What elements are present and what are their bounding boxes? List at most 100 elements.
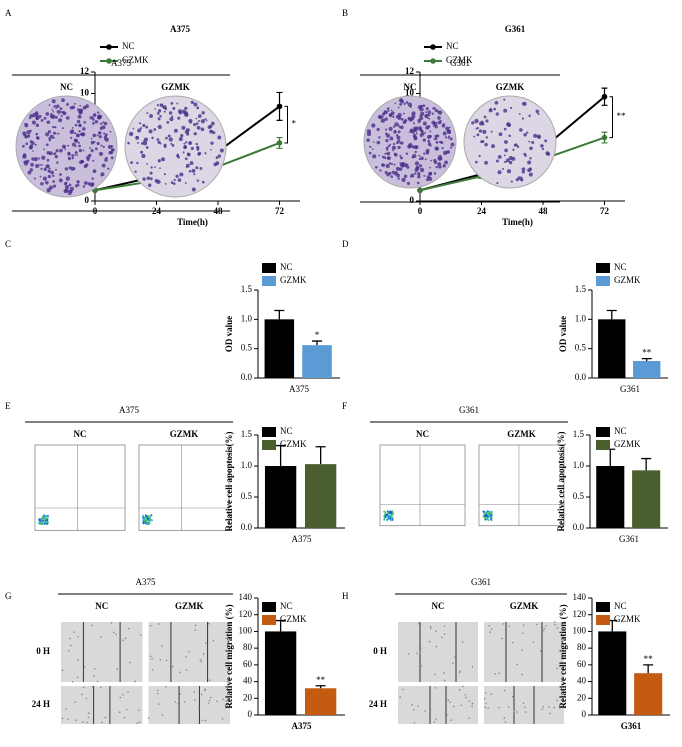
colony — [66, 102, 70, 106]
cell — [435, 718, 437, 720]
colony — [22, 144, 25, 148]
cell — [157, 689, 159, 692]
colony — [65, 116, 70, 120]
point — [276, 103, 283, 110]
colony — [171, 144, 175, 147]
colony — [163, 145, 167, 149]
cell — [428, 640, 431, 643]
colony — [43, 148, 45, 151]
cell — [101, 721, 103, 724]
point — [601, 134, 608, 141]
colony — [102, 121, 105, 124]
colony — [389, 143, 392, 146]
colony — [396, 135, 401, 140]
event — [43, 515, 46, 518]
significance: * — [315, 330, 320, 340]
cell — [418, 664, 421, 666]
colony — [92, 118, 95, 121]
x-axis-label: Time(h) — [177, 217, 208, 227]
colony — [495, 159, 499, 163]
colony — [412, 153, 417, 159]
colony — [63, 189, 68, 194]
cell — [127, 691, 129, 694]
colony — [392, 115, 395, 119]
colony — [24, 122, 27, 126]
cell — [484, 706, 486, 709]
colony — [437, 120, 442, 125]
colony — [387, 109, 390, 112]
cell — [199, 659, 202, 661]
colony — [411, 111, 416, 116]
colony — [183, 142, 186, 145]
cell — [488, 625, 491, 627]
colony — [430, 159, 432, 162]
y-tick-label: 40 — [577, 676, 587, 686]
colony — [197, 120, 200, 123]
cell — [88, 712, 90, 714]
column-label: NC — [60, 82, 73, 92]
column-label: GZMK — [510, 601, 539, 611]
colony — [373, 141, 375, 143]
cell — [449, 701, 451, 703]
cell — [204, 719, 207, 722]
colony — [91, 177, 94, 180]
cell — [501, 637, 504, 640]
colony — [54, 154, 58, 159]
colony — [432, 124, 436, 127]
event — [490, 510, 493, 513]
colony — [52, 180, 56, 183]
colony — [154, 166, 156, 168]
colony — [177, 155, 180, 159]
colony — [74, 139, 79, 143]
colony — [378, 136, 381, 139]
error-bar — [641, 457, 652, 471]
cell — [174, 700, 177, 703]
colony — [157, 109, 162, 113]
colony — [31, 157, 35, 161]
colony — [503, 108, 508, 113]
cell — [125, 708, 128, 711]
colony — [58, 112, 60, 115]
colony — [73, 102, 76, 105]
cell — [164, 685, 167, 688]
event — [41, 516, 44, 519]
colony — [368, 151, 372, 155]
cell — [200, 693, 203, 696]
cell — [545, 625, 547, 627]
cell — [194, 624, 197, 627]
y-axis-label: OD value — [224, 316, 234, 352]
column-label: NC — [74, 429, 87, 439]
colony — [387, 144, 391, 148]
colony — [168, 137, 173, 142]
colony — [172, 107, 176, 110]
cell — [91, 685, 94, 688]
colony — [506, 122, 511, 127]
cell — [67, 718, 70, 721]
y-tick-label: 100 — [573, 625, 587, 635]
colony — [47, 130, 52, 134]
colony — [497, 170, 502, 175]
error-bar — [641, 357, 652, 361]
legend-label: GZMK — [280, 439, 307, 449]
cell — [471, 702, 474, 705]
error-bar — [274, 309, 285, 320]
colony — [408, 131, 411, 133]
cell — [524, 711, 527, 713]
colony — [188, 118, 193, 124]
colony — [35, 132, 39, 136]
colony — [410, 129, 413, 132]
colony — [100, 172, 105, 177]
colony — [159, 103, 164, 108]
x-tick-label: A375 — [292, 534, 312, 544]
colony — [200, 127, 205, 132]
cell — [225, 637, 227, 640]
colony — [210, 148, 212, 151]
y-tick-label: 0.0 — [573, 522, 585, 532]
colony — [488, 108, 493, 113]
error-bar — [275, 444, 286, 466]
colony — [371, 123, 376, 128]
colony — [25, 159, 30, 164]
colony — [146, 112, 149, 115]
colony — [528, 172, 533, 177]
cell — [401, 688, 404, 691]
